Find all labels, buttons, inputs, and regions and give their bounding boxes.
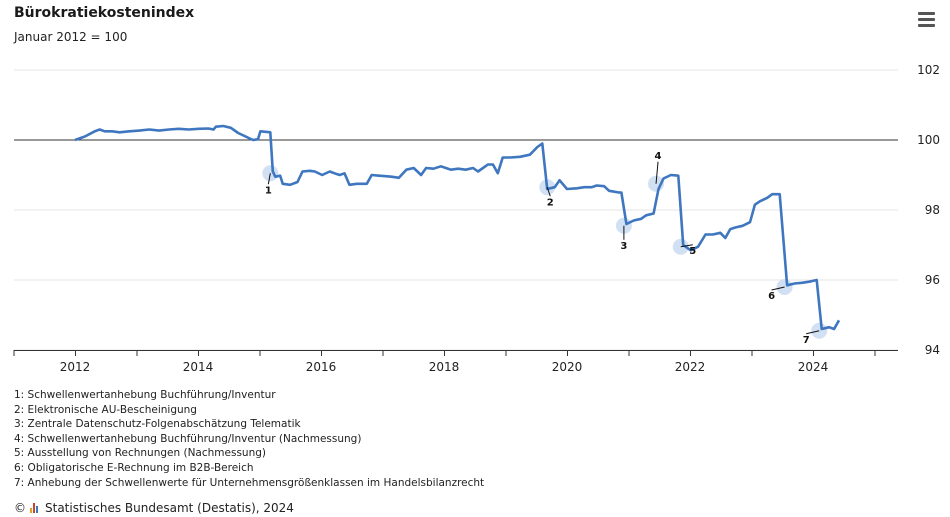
annotation-leader-5 — [680, 244, 693, 248]
annotation-label-4: 4 — [655, 151, 662, 162]
note-7: 7: Anhebung der Schwellenwerte für Unter… — [14, 476, 485, 489]
source-text: Statistisches Bundesamt (Destatis), 2024 — [45, 501, 294, 515]
x-tick-label: 2016 — [306, 360, 337, 374]
annotation-leader-4 — [655, 161, 659, 184]
x-tick-label: 2014 — [183, 360, 214, 374]
line-chart: 94 96 98 100 102 2012 2014 2016 2018 2020 2022 2024… — [13, 63, 940, 374]
y-tick-label: 94 — [925, 343, 940, 357]
x-tick-label: 2018 — [429, 360, 460, 374]
annotation-label-5: 5 — [689, 246, 696, 257]
x-tick-label: 2012 — [60, 360, 91, 374]
annotation-label-7: 7 — [803, 335, 810, 346]
annotation-label-1: 1 — [265, 185, 272, 196]
note-5: 5: Ausstellung von Rechnungen (Nachmessu… — [14, 447, 266, 460]
hamburger-menu-icon[interactable] — [918, 12, 935, 27]
annotation-leader-2 — [546, 187, 551, 197]
annotation-label-3: 3 — [620, 241, 627, 252]
chart-title: Bürokratiekostenindex — [14, 5, 195, 21]
series-line — [74, 124, 841, 331]
annotation-label-2: 2 — [547, 197, 554, 208]
y-tick-label: 100 — [917, 133, 940, 147]
chart-subtitle: Januar 2012 = 100 — [14, 30, 128, 44]
y-tick-label: 98 — [925, 203, 940, 217]
annotation-leader-6 — [771, 286, 785, 291]
note-4: 4: Schwellenwertanhebung Buchführung/Inv… — [14, 432, 362, 445]
note-1: 1: Schwellenwertanhebung Buchführung/Inv… — [14, 389, 276, 401]
destatis-logo-icon — [30, 503, 39, 513]
annotation-label-6: 6 — [768, 291, 775, 302]
annotation-leader-1 — [267, 173, 271, 185]
annotation-notes: 1: Schwellenwertanhebung Buchführung/Inv… — [14, 388, 484, 490]
copyright-symbol: © — [14, 501, 26, 515]
y-tick-label: 96 — [925, 273, 940, 287]
annotation-leader-7 — [806, 330, 820, 335]
x-tick-label: 2020 — [552, 360, 583, 374]
source-footer: © Statistisches Bundesamt (Destatis), 20… — [14, 501, 294, 515]
y-tick-label: 102 — [917, 63, 940, 77]
note-3: 3: Zentrale Datenschutz-Folgenabschätzun… — [14, 418, 301, 431]
x-tick-label: 2022 — [675, 360, 706, 374]
note-6: 6: Obligatorische E-Rechnung im B2B-Bere… — [14, 461, 254, 474]
x-tick-label: 2024 — [798, 360, 829, 374]
note-2: 2: Elektronische AU-Bescheinigung — [14, 403, 197, 416]
